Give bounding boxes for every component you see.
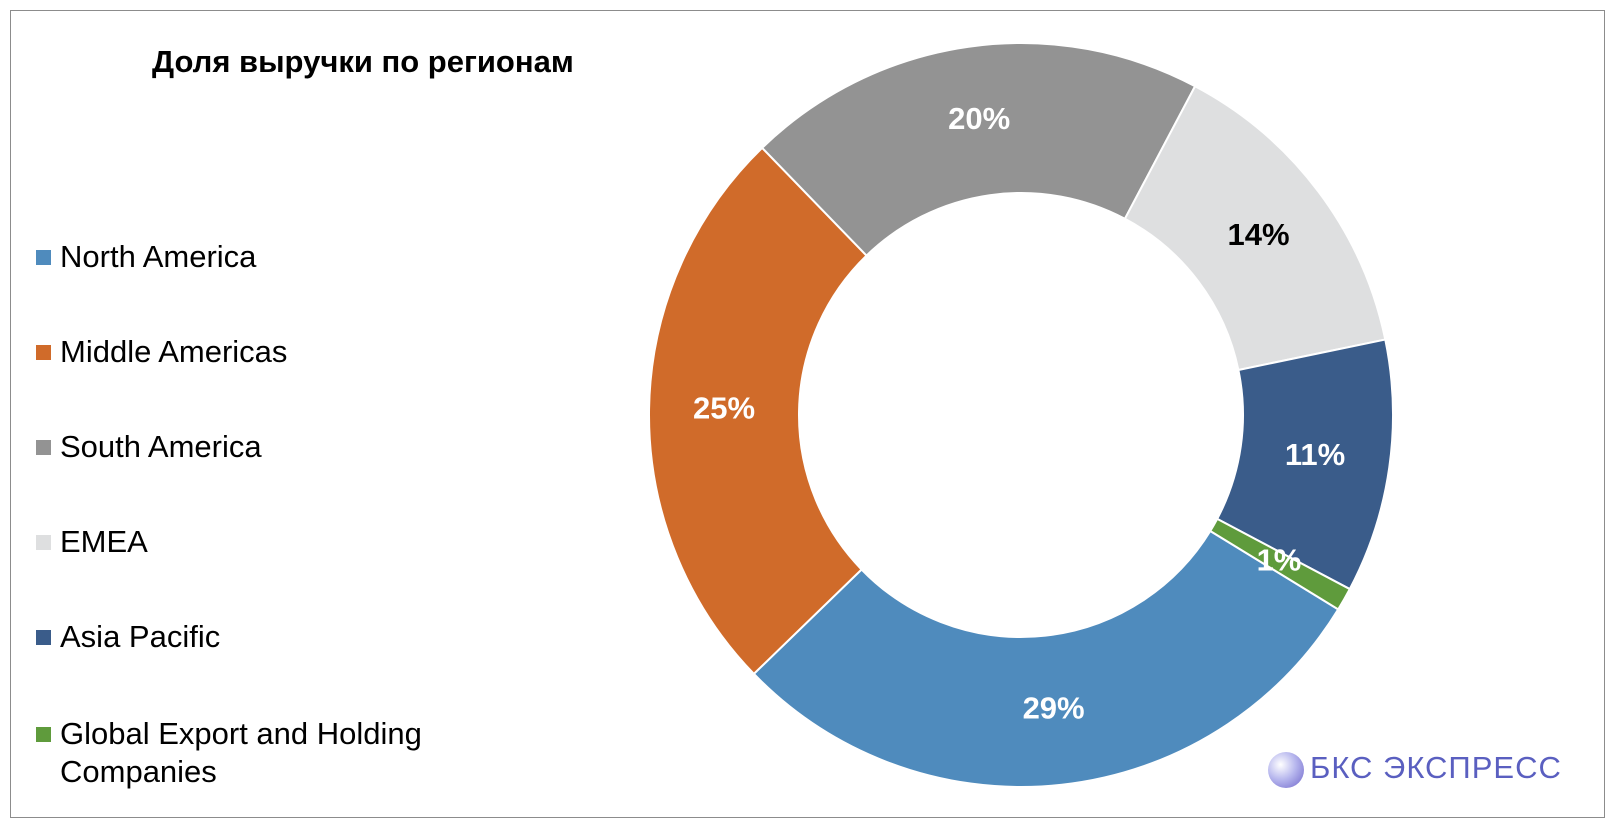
chart-title: Доля выручки по регионам bbox=[152, 44, 574, 79]
data-label: 1% bbox=[1257, 542, 1302, 577]
legend-item: South America bbox=[36, 428, 476, 466]
legend-label: EMEA bbox=[60, 524, 148, 559]
donut-segment bbox=[760, 42, 1197, 257]
legend-label: North America bbox=[60, 239, 257, 274]
legend-swatch bbox=[36, 630, 51, 645]
legend-item: Asia Pacific bbox=[36, 618, 476, 656]
donut-segment bbox=[1208, 517, 1352, 611]
legend-label: Asia Pacific bbox=[60, 619, 221, 654]
data-label: 20% bbox=[948, 101, 1010, 136]
data-label: 14% bbox=[1227, 217, 1289, 252]
legend-swatch bbox=[36, 535, 51, 550]
legend-label: South America bbox=[60, 429, 262, 464]
legend-item: North America bbox=[36, 238, 476, 276]
legend-item: Middle Americas bbox=[36, 333, 476, 371]
legend-swatch bbox=[36, 345, 51, 360]
donut-segment bbox=[752, 529, 1340, 788]
brand-logo: БКС ЭКСПРЕСС bbox=[1268, 750, 1562, 788]
brand-icon bbox=[1268, 752, 1304, 788]
brand-text: БКС ЭКСПРЕСС bbox=[1310, 750, 1562, 785]
legend-item: EMEA bbox=[36, 523, 476, 561]
donut-segment bbox=[1123, 84, 1387, 372]
data-label: 11% bbox=[1285, 437, 1345, 472]
donut-segment bbox=[648, 146, 868, 676]
legend-label: Global Export and Holding Companies bbox=[60, 716, 422, 789]
legend-swatch bbox=[36, 727, 51, 742]
data-label: 29% bbox=[1023, 690, 1085, 725]
legend-swatch bbox=[36, 250, 51, 265]
frame bbox=[10, 10, 1605, 818]
legend-swatch bbox=[36, 440, 51, 455]
legend-label: Middle Americas bbox=[60, 334, 288, 369]
data-label: 25% bbox=[693, 391, 755, 426]
legend-item: Global Export and Holding Companies bbox=[36, 715, 476, 791]
